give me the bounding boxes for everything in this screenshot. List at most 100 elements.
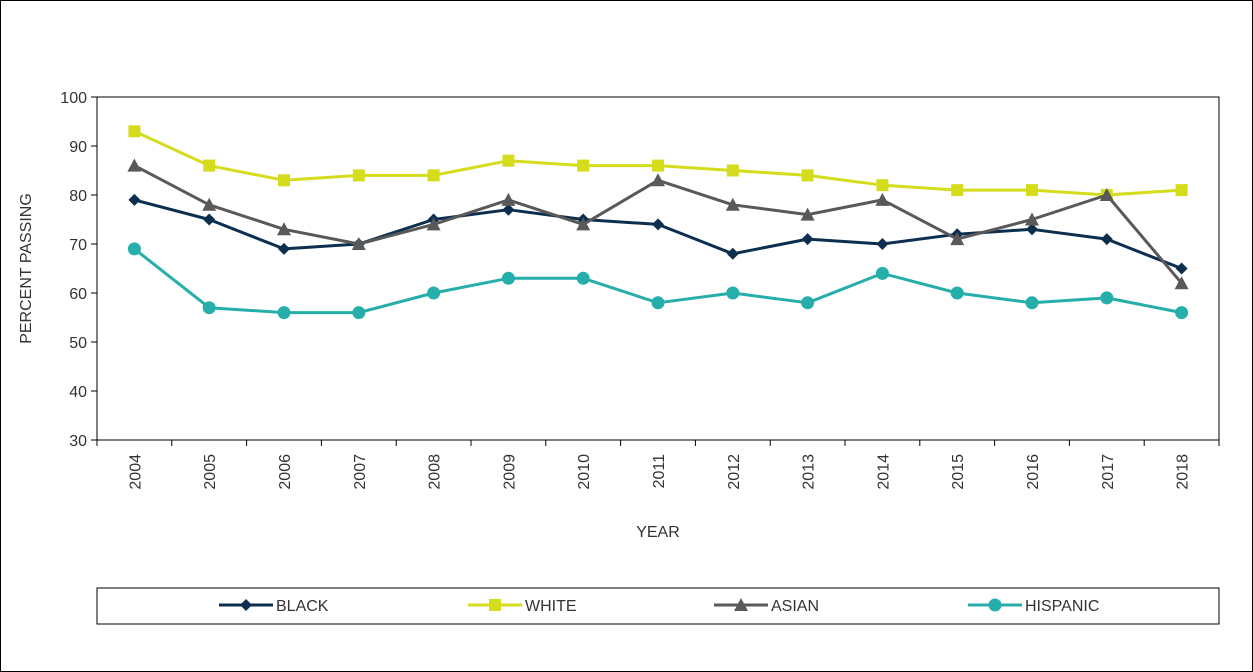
data-point-asian <box>202 197 217 211</box>
data-point-asian <box>800 207 815 221</box>
data-point-white <box>278 174 290 187</box>
y-axis-title: PERCENT PASSING <box>18 193 35 344</box>
series-hispanic <box>127 242 1189 320</box>
data-point-hispanic <box>651 296 665 310</box>
data-point-asian <box>1174 276 1189 290</box>
legend-label-hispanic: HISPANIC <box>1025 598 1099 615</box>
data-point-black <box>726 247 739 260</box>
x-tick-label: 2004 <box>127 454 144 490</box>
legend-marker-hispanic <box>988 598 1002 612</box>
data-point-asian <box>1099 188 1114 201</box>
data-point-black <box>278 242 290 255</box>
data-point-asian <box>875 192 890 206</box>
data-point-black <box>801 233 814 246</box>
x-tick-label: 2010 <box>576 454 593 490</box>
data-point-black <box>1175 262 1188 275</box>
legend-item-black: BLACK <box>219 598 329 615</box>
data-point-white <box>801 169 814 182</box>
plot-area <box>96 96 1220 441</box>
x-tick-label: 2016 <box>1025 454 1042 490</box>
legend-label-black: BLACK <box>276 598 329 615</box>
data-point-black <box>203 213 216 226</box>
legend-label-white: WHITE <box>525 598 577 615</box>
y-tick-label: 60 <box>69 286 87 303</box>
data-point-hispanic <box>352 306 366 320</box>
series-line-black <box>134 198 1183 270</box>
data-point-asian <box>501 192 516 206</box>
data-point-black <box>128 193 141 206</box>
x-tick-label: 2006 <box>277 454 294 490</box>
data-point-hispanic <box>1025 296 1039 310</box>
data-point-hispanic <box>875 266 889 280</box>
legend-box <box>96 587 1220 625</box>
data-point-hispanic <box>202 301 216 315</box>
data-point-white <box>1026 184 1038 197</box>
x-tick-label: 2015 <box>950 454 967 490</box>
data-point-black <box>1026 223 1038 236</box>
y-tick-label: 90 <box>69 139 87 156</box>
data-point-asian <box>950 232 965 246</box>
plot-border <box>96 96 1220 441</box>
data-point-asian <box>576 217 591 231</box>
data-point-white <box>427 169 440 182</box>
y-tick-label: 80 <box>69 188 87 205</box>
data-point-asian <box>426 217 441 231</box>
legend-item-asian: ASIAN <box>714 598 819 615</box>
data-point-white <box>577 159 590 172</box>
y-tick-label: 40 <box>69 384 87 401</box>
data-point-white <box>951 184 964 197</box>
x-tick-label: 2009 <box>501 454 518 490</box>
data-point-hispanic <box>576 271 590 285</box>
legend-marker-asian <box>734 598 748 611</box>
data-point-hispanic <box>801 296 815 310</box>
series-white <box>128 125 1188 201</box>
data-point-asian <box>277 222 291 236</box>
y-tick-label: 30 <box>69 433 87 450</box>
data-point-asian <box>725 197 740 211</box>
data-point-hispanic <box>127 242 141 256</box>
x-tick-label: 2008 <box>427 454 444 490</box>
x-tick-label: 2014 <box>875 454 892 490</box>
x-axis: 2004 2005 2006 2007 2008 2009 2010 2011 2012 2013… <box>96 440 1220 490</box>
legend-marker-black <box>240 599 252 611</box>
legend: BLACK WHITE ASIAN HISPANIC <box>96 587 1220 625</box>
x-axis-title: YEAR <box>636 524 680 541</box>
legend-label-asian: ASIAN <box>771 598 819 615</box>
data-point-black <box>502 203 515 216</box>
x-tick-label: 2013 <box>801 454 818 490</box>
data-point-asian <box>651 173 665 187</box>
data-point-asian <box>351 237 366 250</box>
data-point-black <box>1100 233 1113 246</box>
x-tick-label: 2018 <box>1175 454 1192 490</box>
data-point-white <box>876 179 889 192</box>
data-point-hispanic <box>1100 291 1114 305</box>
data-point-white <box>1175 184 1188 197</box>
data-point-hispanic <box>501 271 515 285</box>
data-point-white <box>502 154 515 167</box>
series-layer <box>127 125 1189 320</box>
data-point-white <box>203 159 216 172</box>
data-point-white <box>652 159 664 172</box>
data-point-white <box>128 125 141 138</box>
data-point-asian <box>1025 212 1039 226</box>
x-tick-label: 2011 <box>651 454 668 489</box>
x-tick-label: 2012 <box>726 454 743 490</box>
data-point-hispanic <box>427 286 441 300</box>
data-point-black <box>876 238 889 250</box>
data-point-asian <box>127 158 142 172</box>
data-point-hispanic <box>950 286 964 300</box>
y-tick-label: 50 <box>69 335 87 352</box>
data-point-black <box>652 218 664 231</box>
series-asian <box>127 158 1189 290</box>
x-tick-label: 2007 <box>352 454 369 490</box>
data-point-white <box>726 164 739 177</box>
legend-marker-white <box>489 599 501 611</box>
x-tick-label: 2017 <box>1100 454 1117 490</box>
data-point-hispanic <box>1175 306 1189 320</box>
y-tick-label: 100 <box>60 90 87 107</box>
x-tick-label: 2005 <box>202 454 219 490</box>
data-point-hispanic <box>726 286 740 300</box>
y-axis: 30 40 50 60 70 80 90 100 <box>60 90 97 450</box>
